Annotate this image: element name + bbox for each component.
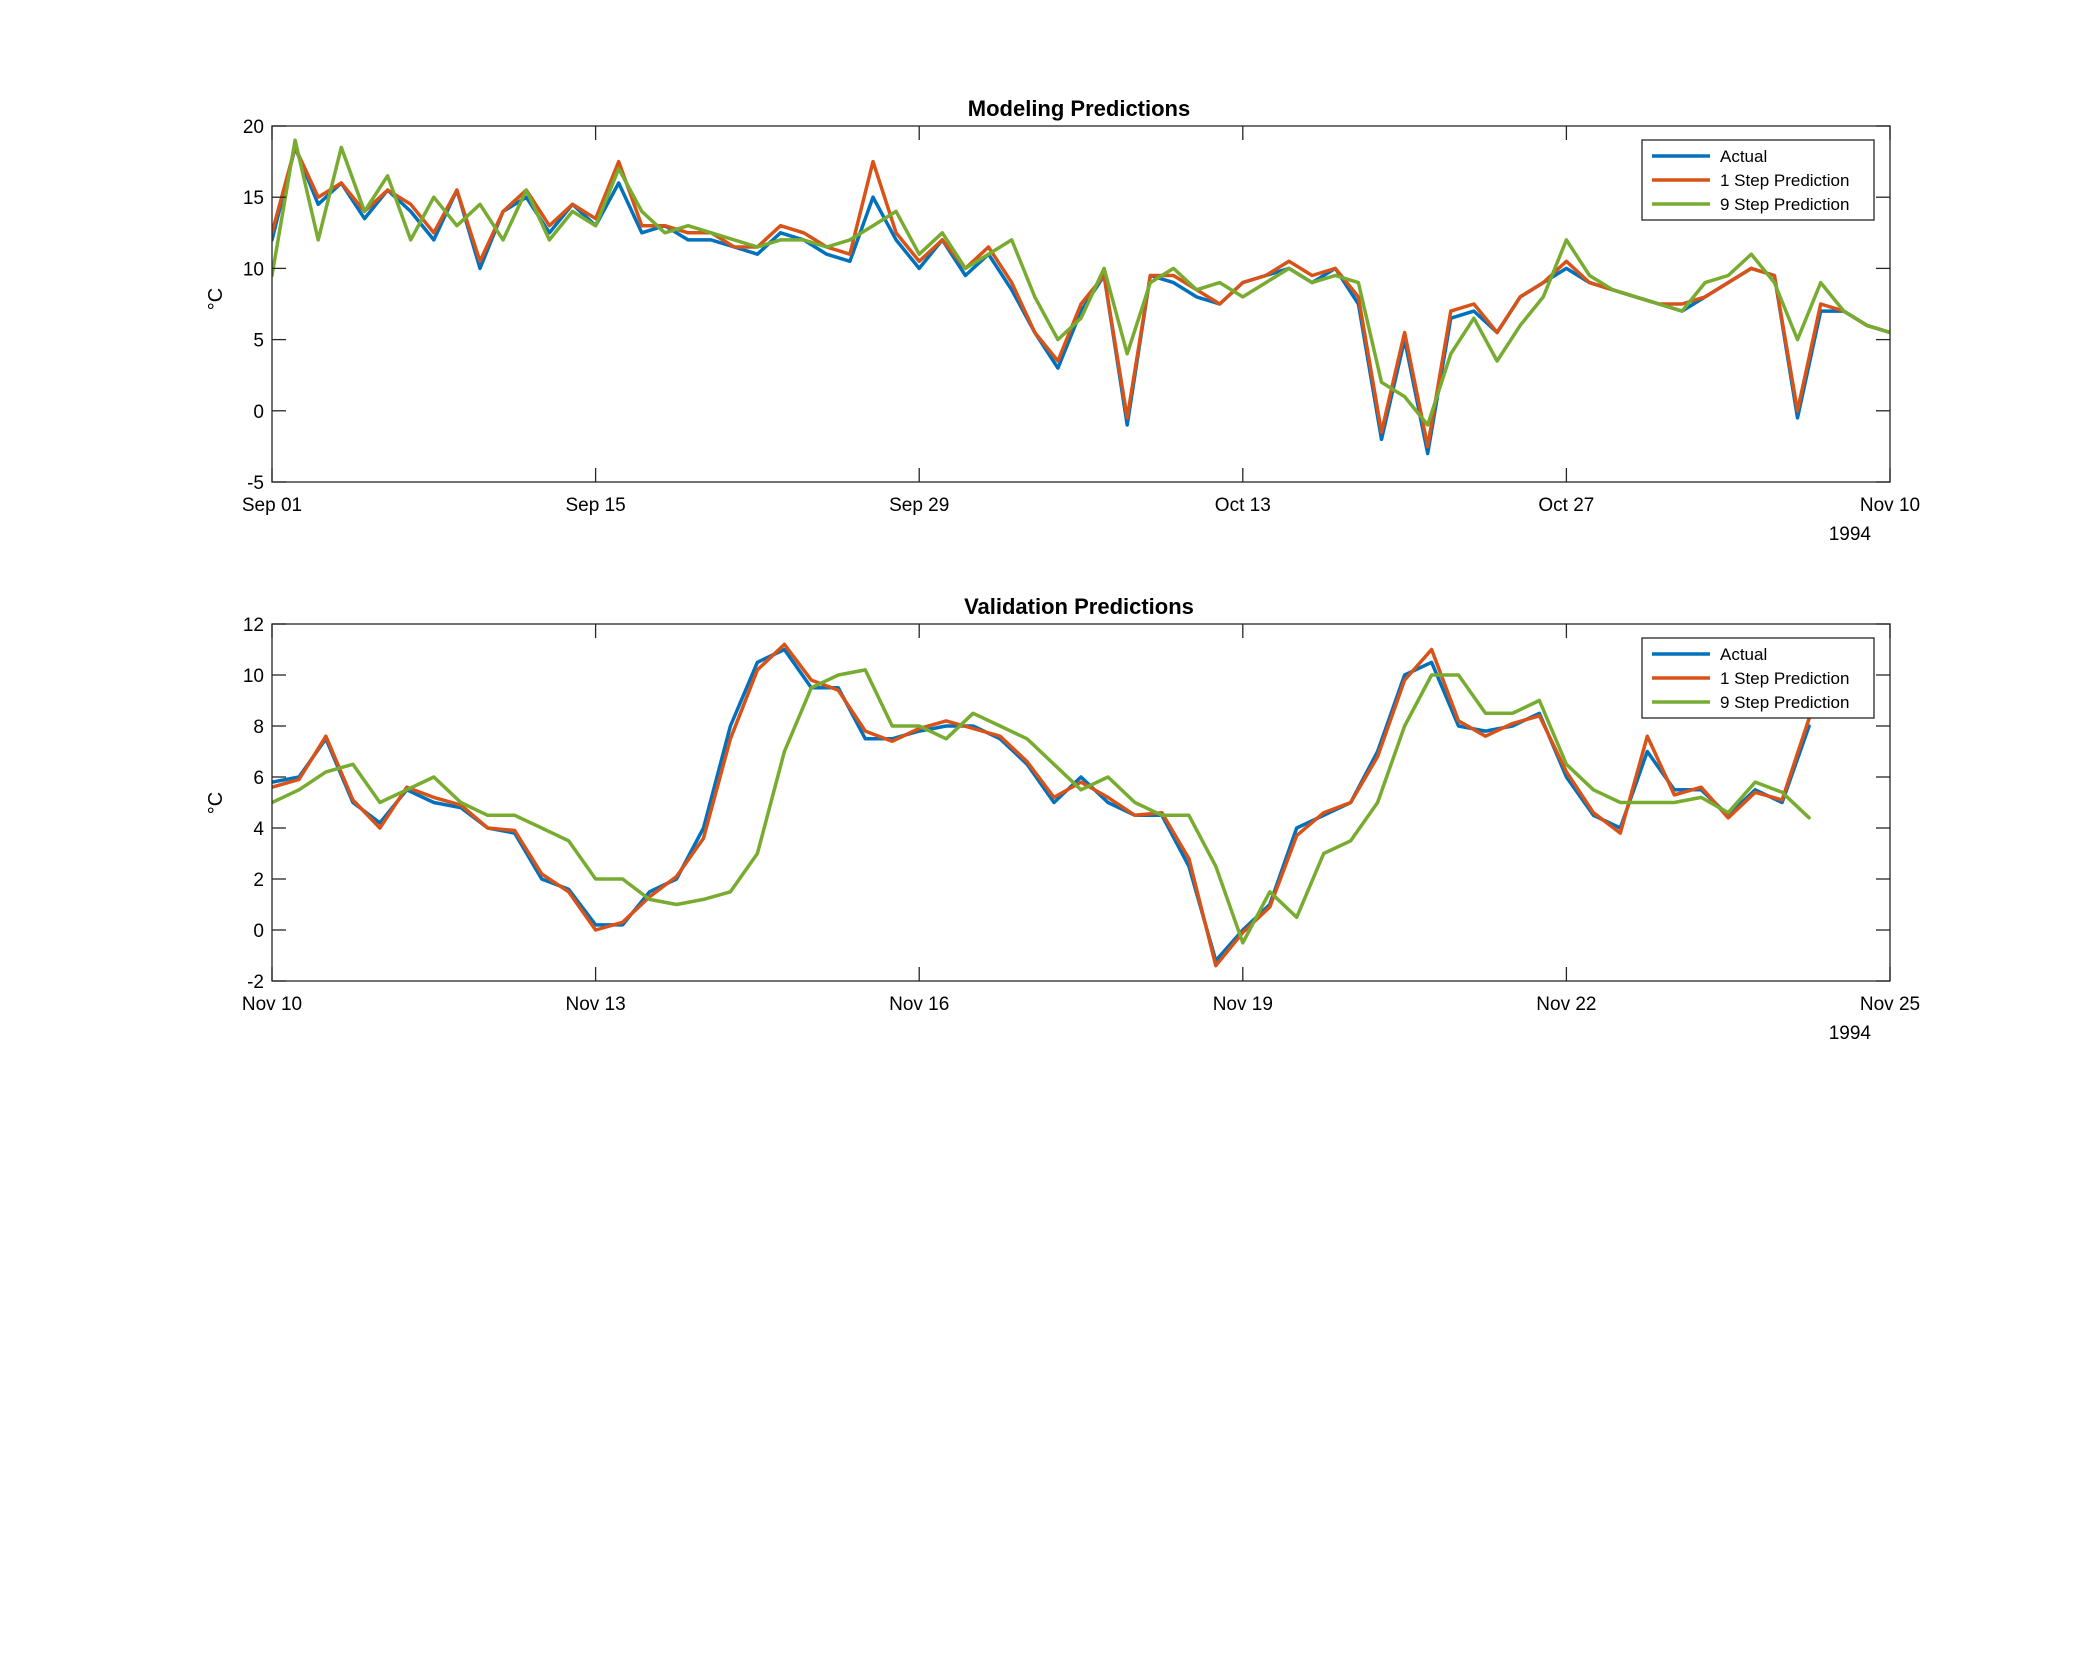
modeling-predictions-panel: Modeling Predictions °C 1994 -5 0 5 10 15 20 S… (205, 96, 1920, 545)
modeling-predictions-ytick-label: 5 (253, 331, 264, 352)
validation-predictions-xtick-label: Nov 16 (889, 994, 949, 1015)
validation-predictions-ytick-label: 6 (253, 768, 264, 789)
modeling-predictions-legend-label-nine-step-prediction: 9 Step Prediction (1720, 195, 1849, 214)
validation-predictions-year-label: 1994 (1829, 1023, 1872, 1044)
validation-predictions-legend: Actual 1 Step Prediction 9 Step Prediction (1641, 637, 1875, 719)
validation-predictions-axes-box (271, 623, 1891, 982)
modeling-predictions-ytick-label: 10 (243, 259, 264, 280)
modeling-predictions-xtick-label: Oct 13 (1215, 495, 1271, 516)
validation-predictions-ytick-label: 10 (243, 666, 264, 687)
validation-predictions-title: Validation Predictions (964, 594, 1194, 619)
validation-predictions-ytick-label: 12 (243, 615, 264, 636)
validation-predictions-legend-label-nine-step-prediction: 9 Step Prediction (1720, 693, 1849, 712)
modeling-predictions-legend-label-one-step-prediction: 1 Step Prediction (1720, 171, 1849, 190)
validation-predictions-xtick-label: Nov 10 (242, 994, 302, 1015)
validation-predictions-series-nine-step-prediction (272, 668, 1811, 945)
modeling-predictions-ylabel: °C (205, 288, 227, 310)
modeling-predictions-legend-label-actual: Actual (1720, 147, 1767, 166)
modeling-predictions-xtick-label: Sep 01 (242, 495, 302, 516)
modeling-predictions-xtick-label: Sep 29 (889, 495, 949, 516)
modeling-predictions-year-label: 1994 (1829, 524, 1872, 545)
validation-predictions-ytick-label: 8 (253, 717, 264, 738)
validation-predictions-ytick-label: -2 (247, 972, 264, 993)
validation-predictions-ytick-label: 0 (253, 921, 264, 942)
validation-predictions-legend-label-actual: Actual (1720, 645, 1767, 664)
validation-predictions-xtick-label: Nov 13 (565, 994, 625, 1015)
modeling-predictions-title: Modeling Predictions (968, 96, 1190, 121)
validation-predictions-xtick-label: Nov 19 (1213, 994, 1273, 1015)
modeling-predictions-ytick-label: -5 (247, 473, 264, 494)
validation-predictions-ylabel: °C (205, 792, 227, 814)
modeling-predictions-xtick-label: Nov 10 (1860, 495, 1920, 516)
validation-predictions-xtick-label: Nov 22 (1536, 994, 1596, 1015)
validation-predictions-xtick-label: Nov 25 (1860, 994, 1920, 1015)
modeling-predictions-axes-box (271, 125, 1891, 483)
modeling-predictions-ytick-label: 15 (243, 188, 264, 209)
modeling-predictions-xtick-label: Sep 15 (565, 495, 625, 516)
validation-predictions-ytick-label: 2 (253, 870, 264, 891)
modeling-predictions-ytick-label: 0 (253, 402, 264, 423)
validation-predictions-ytick-label: 4 (253, 819, 264, 840)
validation-predictions-panel: Validation Predictions °C 1994 -2 0 2 4 6 8 10… (205, 594, 1920, 1044)
validation-predictions-series-one-step-prediction (272, 642, 1811, 968)
modeling-predictions-ytick-label: 20 (243, 117, 264, 138)
modeling-predictions-series-nine-step-prediction (272, 138, 1890, 427)
validation-predictions-legend-label-one-step-prediction: 1 Step Prediction (1720, 669, 1849, 688)
modeling-predictions-xtick-label: Oct 27 (1538, 495, 1594, 516)
modeling-predictions-legend: Actual 1 Step Prediction 9 Step Prediction (1641, 139, 1875, 221)
